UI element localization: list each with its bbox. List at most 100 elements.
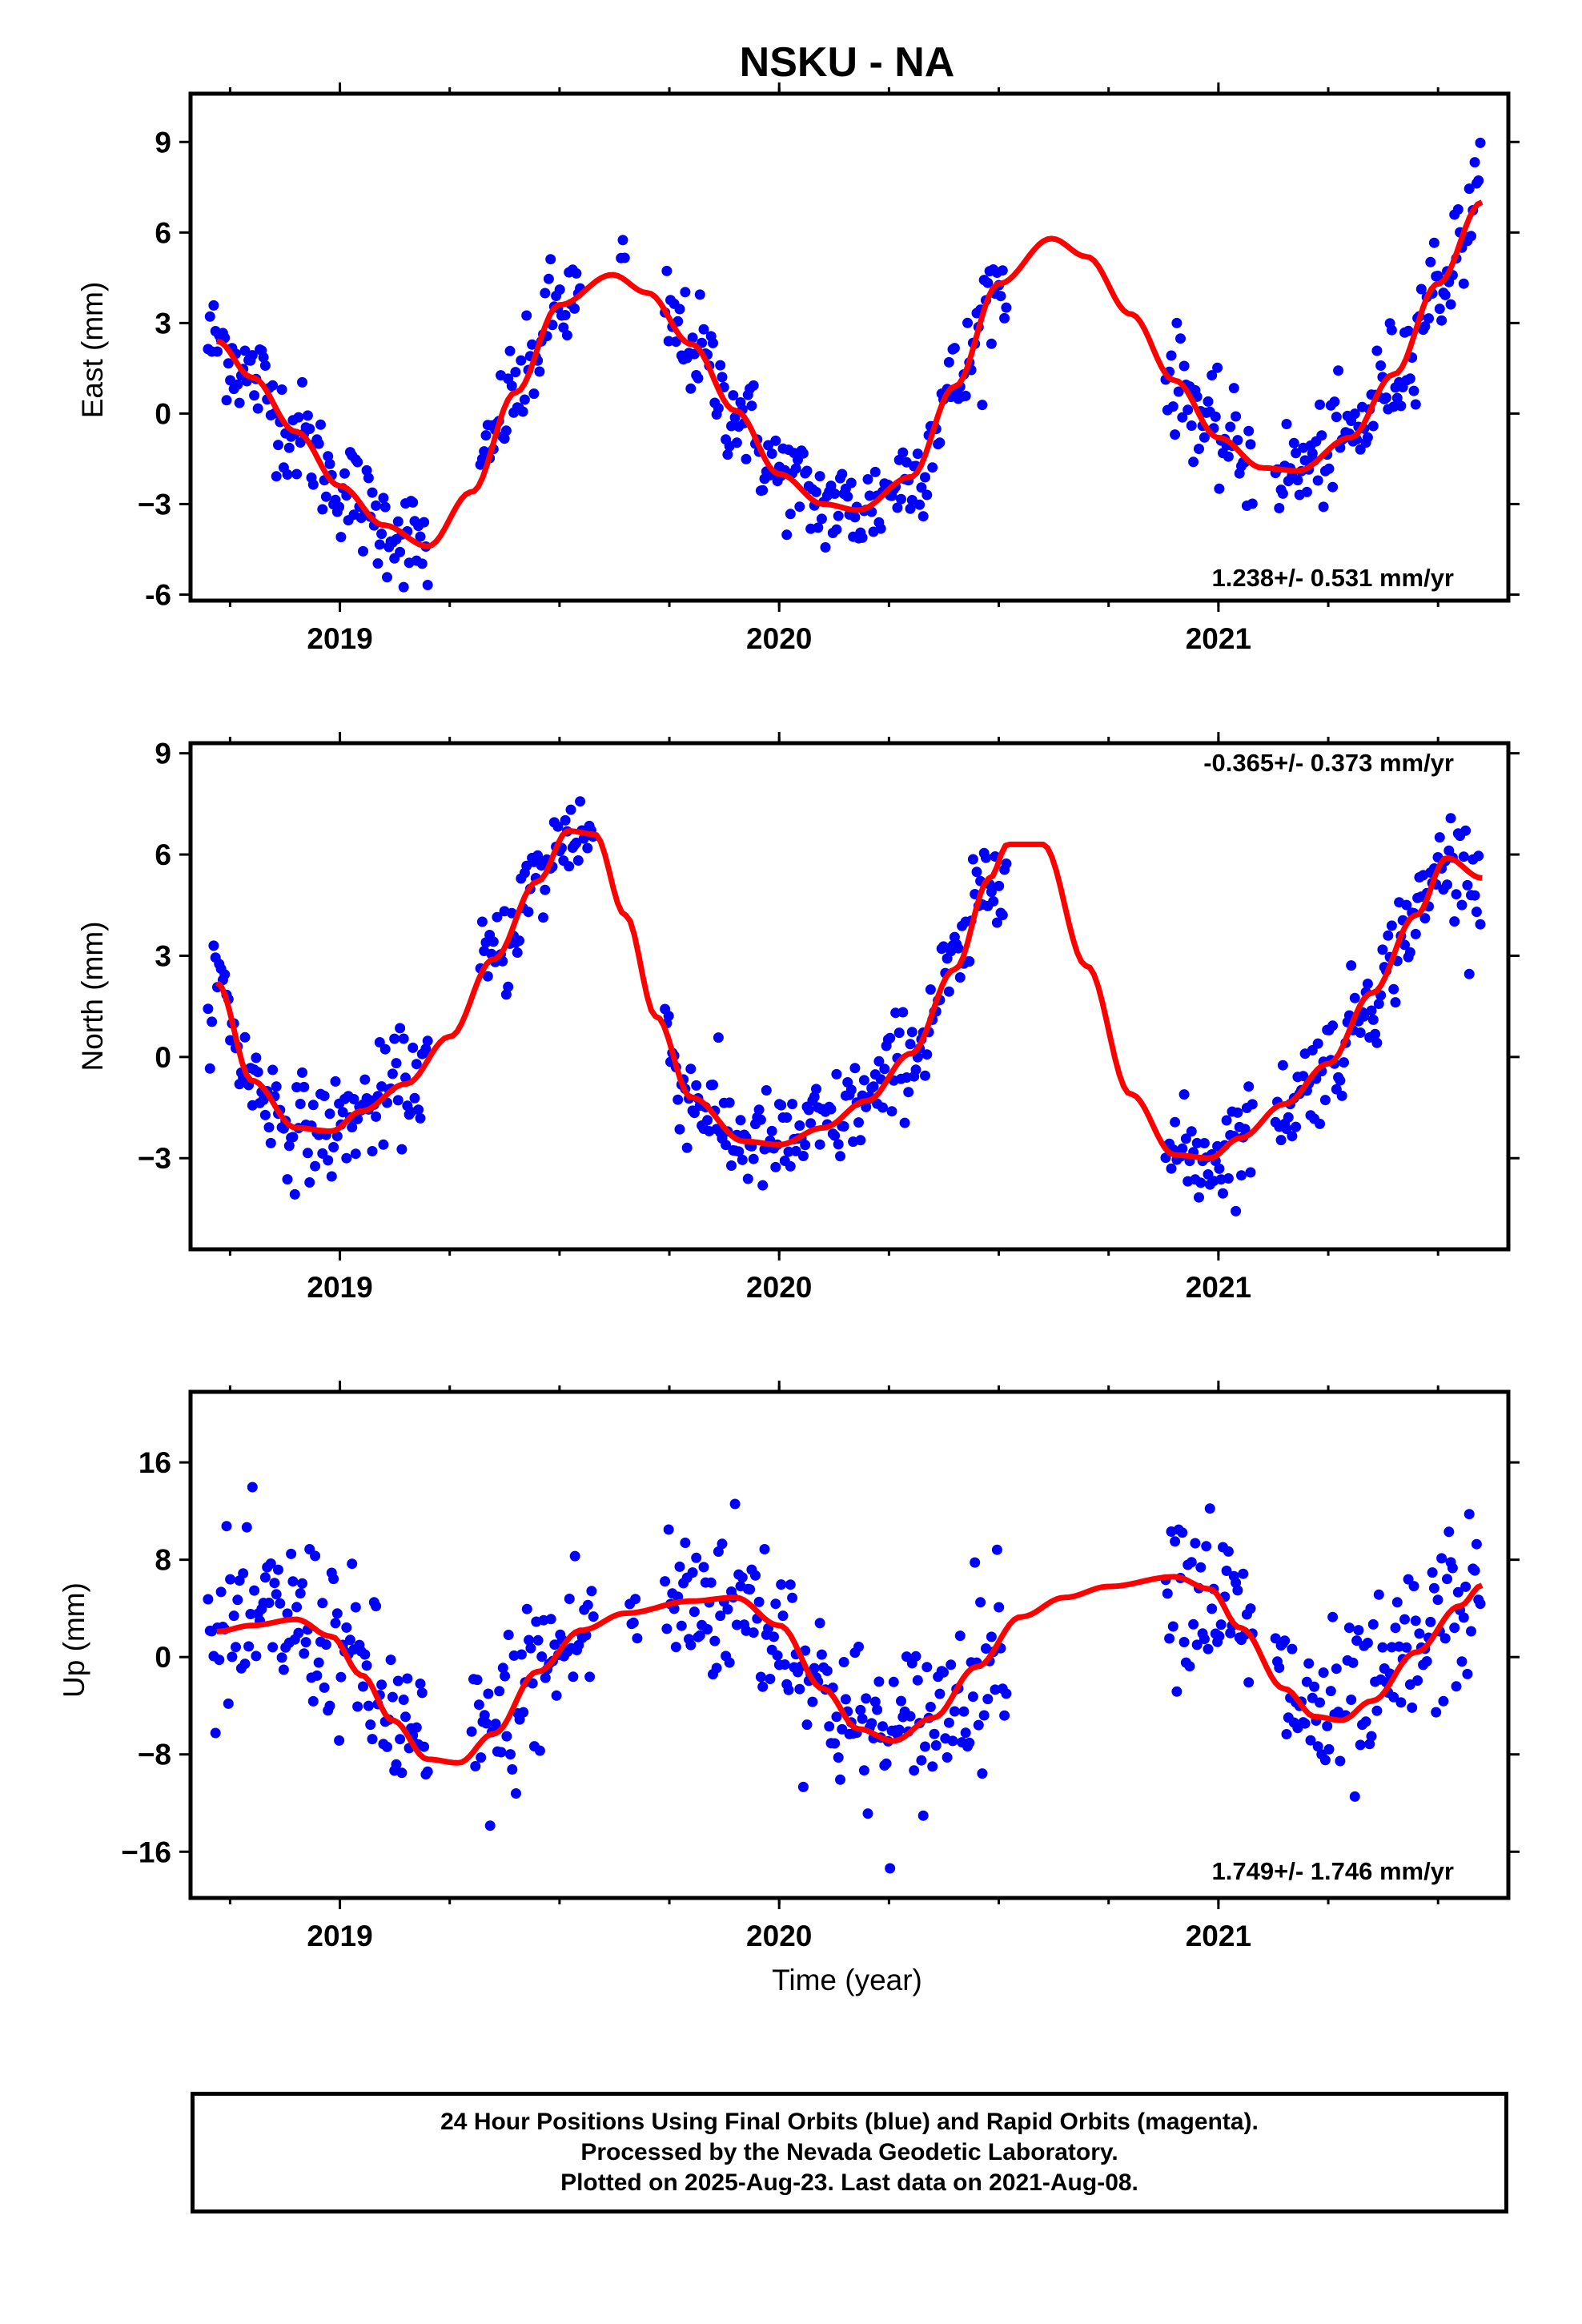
- east-data-point: [694, 289, 705, 300]
- up-data-point: [1401, 1642, 1412, 1653]
- east-data-point: [674, 304, 685, 315]
- north-data-point: [766, 1125, 777, 1136]
- north-ytick-label: −3: [138, 1142, 171, 1175]
- north-data-point: [492, 911, 503, 923]
- north-data-point: [845, 1084, 857, 1096]
- up-data-point: [238, 1568, 249, 1579]
- north-data-point: [691, 1080, 702, 1091]
- east-data-point: [816, 513, 827, 525]
- up-data-point: [982, 1694, 994, 1705]
- north-data-point: [328, 1142, 339, 1152]
- east-data-point: [1212, 362, 1223, 373]
- north-data-point: [855, 1135, 866, 1146]
- up-data-point: [729, 1498, 741, 1510]
- north-data-point: [1383, 930, 1394, 941]
- north-data-point: [482, 971, 493, 982]
- north-data-point: [1180, 1133, 1191, 1144]
- up-data-point: [1214, 1630, 1225, 1642]
- up-data-point: [999, 1710, 1010, 1721]
- up-data-point: [328, 1574, 339, 1585]
- north-data-point: [1277, 1059, 1288, 1071]
- east-data-point: [540, 287, 551, 299]
- up-data-point: [1195, 1562, 1207, 1573]
- east-data-point: [1292, 475, 1303, 486]
- east-data-point: [781, 529, 793, 541]
- up-data-point: [398, 1695, 409, 1705]
- north-data-point: [371, 1111, 382, 1122]
- up-data-point: [986, 1631, 997, 1642]
- east-data-point: [249, 390, 260, 401]
- east-data-point: [258, 352, 269, 363]
- up-data-point: [259, 1572, 271, 1583]
- east-data-point: [914, 499, 926, 510]
- east-data-point: [708, 337, 718, 348]
- north-data-point: [1404, 947, 1415, 958]
- up-data-point: [724, 1657, 735, 1668]
- up-data-point: [975, 1597, 986, 1608]
- north-data-point: [921, 1049, 933, 1060]
- east-data-point: [204, 311, 215, 322]
- up-data-point: [1469, 1565, 1480, 1576]
- east-data-point: [943, 356, 954, 368]
- up-data-point: [1279, 1635, 1291, 1647]
- up-data-point: [568, 1671, 579, 1683]
- east-xtick-label: 2020: [746, 622, 812, 655]
- east-data-point: [1432, 271, 1443, 281]
- north-data-point: [1410, 928, 1421, 939]
- east-data-point: [323, 451, 334, 462]
- east-data-point: [1166, 350, 1177, 361]
- east-data-point: [687, 332, 698, 344]
- east-data-point: [1243, 425, 1255, 436]
- north-data-point: [1371, 1037, 1383, 1048]
- up-data-point: [500, 1671, 511, 1682]
- east-data-point: [1245, 439, 1256, 450]
- east-data-point: [1375, 360, 1387, 371]
- east-data-point: [811, 486, 821, 497]
- up-data-point: [419, 1741, 430, 1752]
- north-data-point: [755, 1114, 766, 1125]
- north-points: [203, 796, 1486, 1216]
- east-data-point: [845, 477, 857, 489]
- north-data-point: [858, 1075, 869, 1086]
- east-data-point: [1225, 421, 1236, 432]
- up-data-point: [484, 1820, 496, 1831]
- east-data-point: [1445, 299, 1456, 310]
- up-data-point: [549, 1639, 560, 1651]
- up-data-point: [223, 1698, 234, 1709]
- north-data-point: [753, 1104, 765, 1116]
- east-data-point: [232, 379, 243, 390]
- up-ytick-label: 8: [155, 1544, 171, 1577]
- east-data-point: [554, 284, 565, 296]
- east-data-point: [1371, 345, 1383, 356]
- north-data-point: [341, 1152, 352, 1164]
- east-frame: [188, 91, 1511, 603]
- east-data-point: [547, 320, 558, 331]
- north-data-point: [868, 1081, 879, 1092]
- east-data-point: [1428, 237, 1439, 248]
- up-data-point: [853, 1641, 864, 1652]
- up-ylabel: Up (mm): [58, 1582, 90, 1698]
- east-data-point: [534, 366, 545, 377]
- north-data-point: [1401, 899, 1412, 911]
- x-axis-title: Time (year): [772, 1964, 922, 1996]
- up-data-point: [912, 1675, 923, 1686]
- north-data-point: [735, 1115, 746, 1126]
- up-data-point: [755, 1671, 766, 1683]
- north-data-point: [1001, 858, 1012, 869]
- east-data-point: [892, 502, 903, 513]
- east-data-point: [302, 410, 313, 421]
- north-data-point: [1475, 919, 1486, 930]
- north-data-point: [392, 1095, 404, 1106]
- north-data-point: [297, 1067, 307, 1078]
- north-data-point: [263, 1122, 275, 1133]
- north-data-point: [997, 910, 1008, 921]
- east-data-point: [419, 517, 430, 528]
- north-data-point: [1275, 1135, 1287, 1146]
- north-data-point: [1195, 1177, 1207, 1188]
- up-ytick-label: −16: [121, 1835, 171, 1868]
- up-data-point: [324, 1700, 335, 1711]
- up-data-point: [505, 1749, 516, 1760]
- up-data-point: [588, 1611, 599, 1622]
- east-data-point: [842, 491, 853, 502]
- east-data-point: [516, 355, 527, 366]
